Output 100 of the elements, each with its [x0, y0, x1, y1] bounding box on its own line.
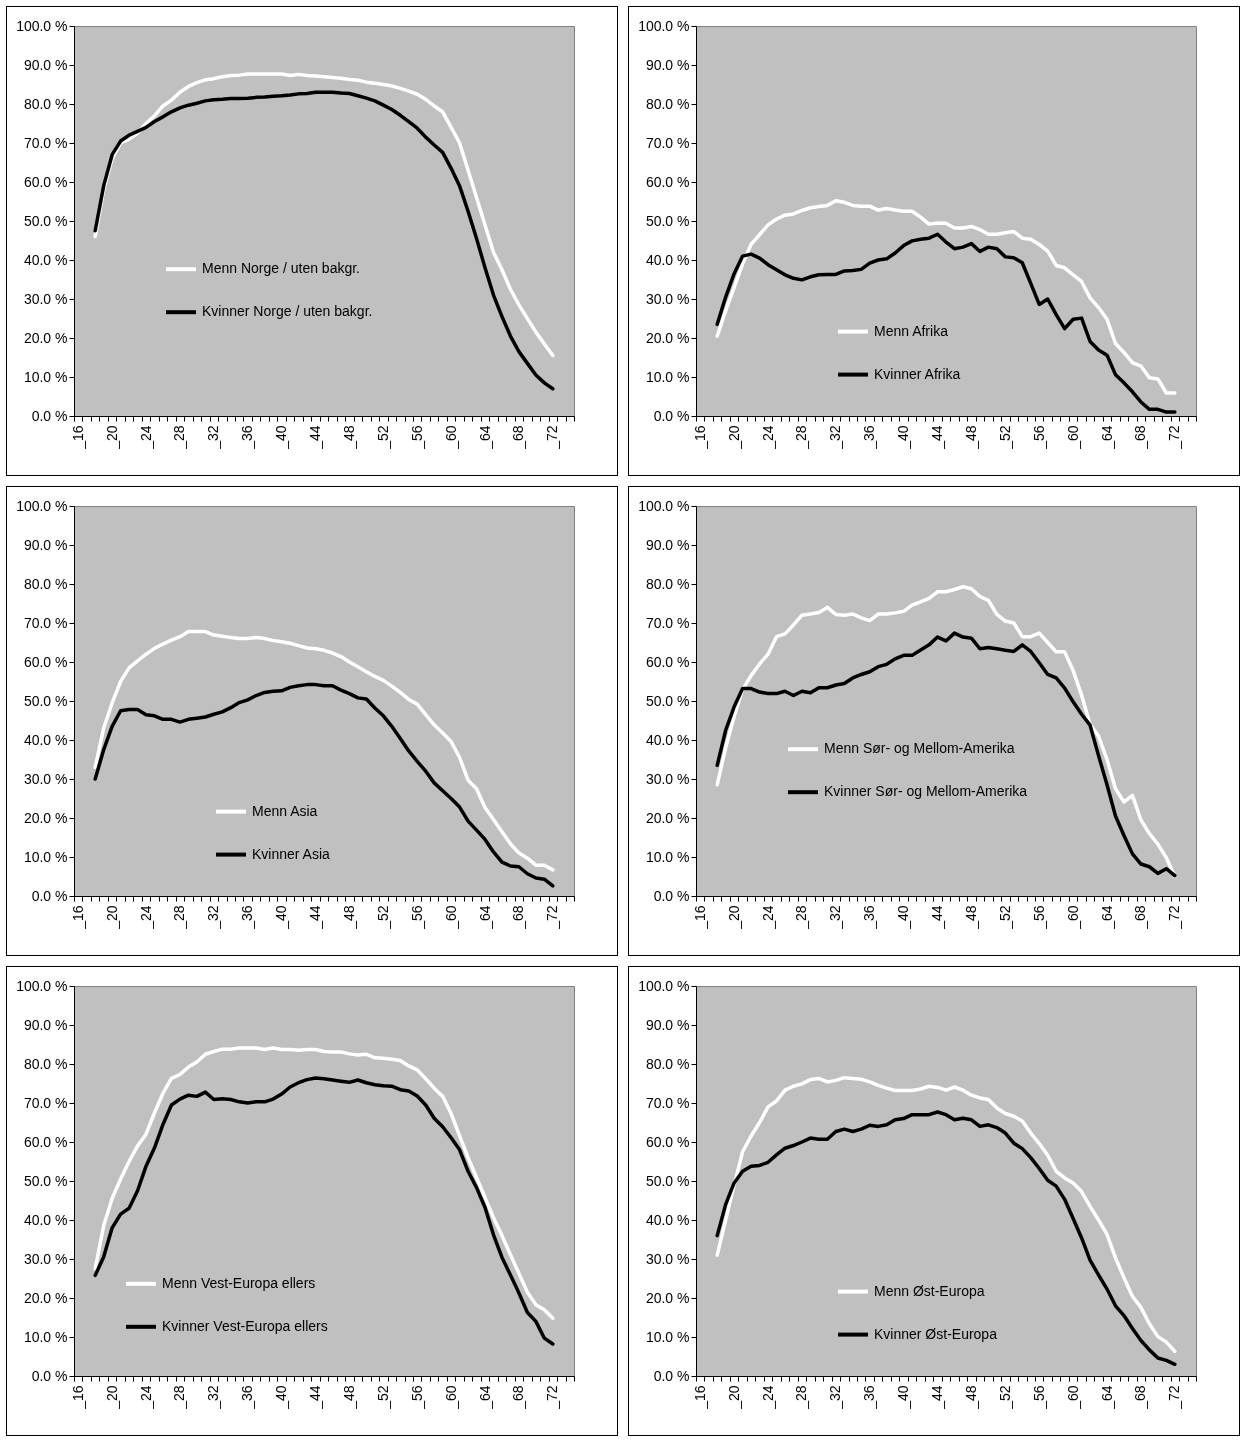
line-series [715, 631, 1177, 878]
x-tick-label: _56 [408, 425, 425, 450]
x-tick-label: _40 [273, 1385, 290, 1410]
x-tick-label: _16 [691, 905, 708, 930]
y-tick-label: 30.0 % [645, 1250, 690, 1267]
legend-label: Menn Afrika [874, 322, 949, 339]
y-tick-label: 10.0 % [23, 848, 68, 865]
y-tick-label: 90.0 % [645, 1016, 690, 1033]
x-tick-label: _56 [1030, 905, 1047, 930]
y-tick-label: 30.0 % [645, 770, 690, 787]
y-tick-label: 40.0 % [23, 731, 68, 748]
x-tick-label: _48 [340, 425, 357, 450]
x-tick-label: _72 [544, 905, 561, 930]
x-tick-label: _64 [476, 905, 493, 930]
x-tick-label: _32 [827, 425, 844, 450]
y-tick-label: 10.0 % [23, 1328, 68, 1345]
x-tick-label: _36 [239, 1385, 256, 1410]
y-tick-label: 0.0 % [653, 407, 690, 424]
y-tick-label: 80.0 % [23, 1055, 68, 1072]
x-tick-label: _40 [273, 905, 290, 930]
x-tick-label: _60 [442, 425, 459, 450]
x-tick-label: _20 [103, 905, 120, 930]
x-tick-label: _28 [171, 1385, 188, 1410]
y-tick-label: 60.0 % [645, 173, 690, 190]
x-tick-label: _24 [137, 425, 154, 450]
y-tick-label: 10.0 % [23, 368, 68, 385]
legend-label: Kvinner Afrika [874, 365, 961, 382]
y-tick-label: 100.0 % [16, 977, 68, 994]
y-tick-label: 100.0 % [638, 17, 690, 34]
legend-label: Menn Norge / uten bakgr. [202, 260, 360, 277]
line-series [715, 232, 1177, 414]
x-tick-label: _72 [1166, 425, 1183, 450]
x-tick-label: _32 [205, 425, 222, 450]
y-tick-label: 20.0 % [23, 809, 68, 826]
x-tick-label: _36 [861, 905, 878, 930]
y-tick-label: 90.0 % [23, 1016, 68, 1033]
y-tick-label: 50.0 % [23, 212, 68, 229]
x-tick-label: _68 [1132, 425, 1149, 450]
x-tick-label: _60 [442, 1385, 459, 1410]
y-tick-label: 40.0 % [645, 1211, 690, 1228]
y-tick-label: 90.0 % [645, 536, 690, 553]
line-series [715, 198, 1177, 395]
x-tick-label: _28 [171, 425, 188, 450]
x-tick-label: _48 [962, 905, 979, 930]
y-tick-label: 60.0 % [23, 653, 68, 670]
y-tick-label: 20.0 % [23, 329, 68, 346]
y-tick-label: 80.0 % [23, 95, 68, 112]
x-tick-label: _52 [996, 1385, 1013, 1410]
y-tick-label: 0.0 % [653, 887, 690, 904]
x-tick-label: _72 [1166, 1385, 1183, 1410]
x-tick-label: _60 [1064, 425, 1081, 450]
legend-label: Kvinner Asia [252, 845, 331, 862]
y-tick-label: 60.0 % [645, 653, 690, 670]
legend-label: Kvinner Norge / uten bakgr. [202, 303, 373, 320]
x-tick-label: _32 [205, 905, 222, 930]
y-tick-label: 80.0 % [645, 575, 690, 592]
x-tick-label: _20 [725, 905, 742, 930]
x-tick-label: _28 [793, 1385, 810, 1410]
x-tick-label: _68 [1132, 1385, 1149, 1410]
y-tick-label: 70.0 % [645, 1094, 690, 1111]
x-tick-label: _24 [137, 1385, 154, 1410]
line-series [715, 1075, 1177, 1354]
legend-label: Kvinner Vest-Europa ellers [162, 1317, 328, 1334]
x-tick-label: _68 [510, 425, 527, 450]
y-tick-label: 20.0 % [645, 329, 690, 346]
line-series [715, 584, 1177, 879]
y-tick-label: 90.0 % [645, 56, 690, 73]
y-tick-label: 40.0 % [645, 731, 690, 748]
x-tick-label: _24 [759, 1385, 776, 1410]
x-tick-label: _16 [691, 425, 708, 450]
x-tick-label: _68 [510, 905, 527, 930]
x-tick-label: _48 [340, 1385, 357, 1410]
y-tick-label: 70.0 % [645, 614, 690, 631]
line-series [93, 90, 555, 391]
line-series [93, 629, 555, 872]
x-tick-label: _20 [103, 1385, 120, 1410]
x-tick-label: _72 [544, 425, 561, 450]
y-tick-label: 50.0 % [23, 692, 68, 709]
y-tick-label: 60.0 % [645, 1133, 690, 1150]
x-tick-label: _64 [1098, 425, 1115, 450]
x-tick-label: _64 [476, 425, 493, 450]
x-tick-label: _48 [340, 905, 357, 930]
x-tick-label: _44 [307, 1385, 324, 1410]
x-tick-label: _72 [1166, 905, 1183, 930]
x-tick-label: _16 [69, 1385, 86, 1410]
y-tick-label: 40.0 % [23, 251, 68, 268]
legend-label: Menn Sør- og Mellom-Amerika [824, 740, 1015, 757]
line-series [93, 1046, 555, 1321]
x-tick-label: _40 [895, 1385, 912, 1410]
y-tick-label: 100.0 % [638, 977, 690, 994]
x-tick-label: _60 [1064, 1385, 1081, 1410]
x-tick-label: _16 [69, 905, 86, 930]
x-tick-label: _44 [929, 905, 946, 930]
x-tick-label: _28 [793, 905, 810, 930]
legend-label: Menn Asia [252, 802, 318, 819]
x-tick-label: _52 [374, 1385, 391, 1410]
x-tick-label: _68 [510, 1385, 527, 1410]
x-tick-label: _68 [1132, 905, 1149, 930]
y-tick-label: 60.0 % [23, 1133, 68, 1150]
y-tick-label: 20.0 % [645, 809, 690, 826]
